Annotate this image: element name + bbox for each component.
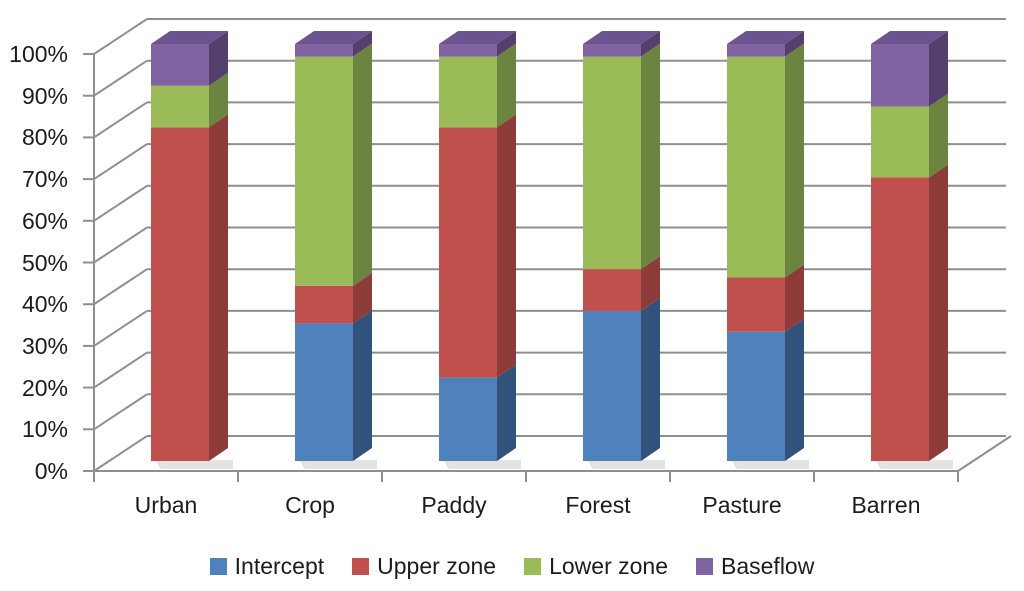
segment-top-baseflow [583, 31, 660, 44]
y-tick-label: 100% [9, 41, 68, 67]
segment-top-baseflow [439, 31, 516, 44]
bar-paddy [439, 31, 516, 461]
segment-side-upper-zone [929, 164, 948, 461]
segment-lower-zone [439, 56, 497, 128]
segment-intercept [439, 377, 497, 461]
segment-baseflow [583, 44, 641, 57]
y-tick-label: 0% [34, 458, 68, 484]
segment-side-baseflow [209, 31, 228, 86]
legend-label: Intercept [234, 553, 325, 579]
gridlines [83, 18, 1012, 482]
segment-upper-zone [727, 277, 785, 332]
y-tick-label: 60% [21, 207, 68, 234]
segment-side-lower-zone [353, 43, 372, 286]
legend: Intercept Upper zone Lower zone Baseflow [0, 553, 1024, 580]
legend-item-baseflow: Baseflow [696, 553, 814, 580]
y-tick-label: 20% [21, 374, 68, 401]
y-tick-label: 70% [21, 166, 68, 193]
segment-side-upper-zone [497, 114, 516, 378]
legend-label: Lower zone [549, 553, 668, 579]
legend-swatch-baseflow [696, 558, 713, 575]
legend-label: Baseflow [721, 553, 815, 579]
segment-side-upper-zone [353, 272, 372, 324]
segment-lower-zone [583, 56, 641, 270]
y-tick-label: 40% [21, 291, 68, 318]
segment-lower-zone [871, 106, 929, 178]
segment-baseflow [439, 44, 497, 57]
legend-swatch-lower-zone [524, 558, 542, 575]
segment-intercept [583, 310, 641, 461]
segment-top-baseflow [727, 31, 804, 44]
legend-item-upper-zone: Upper zone [352, 553, 496, 580]
bar-crop [295, 31, 372, 461]
y-tick-label: 10% [21, 416, 68, 443]
segment-side-baseflow [353, 31, 372, 57]
legend-swatch-intercept [209, 558, 227, 575]
y-tick-label: 30% [21, 332, 68, 359]
bar-shadows [155, 460, 953, 469]
segment-top-baseflow [151, 31, 228, 44]
segment-side-upper-zone [209, 114, 228, 462]
segment-baseflow [295, 44, 353, 57]
segment-upper-zone [439, 127, 497, 378]
category-label-barren: Barren [851, 492, 921, 518]
y-tick-label: 90% [21, 82, 68, 109]
segment-side-lower-zone [785, 43, 804, 278]
segment-upper-zone [295, 285, 353, 324]
category-label-urban: Urban [134, 492, 198, 518]
category-label-paddy: Paddy [421, 492, 487, 518]
segment-side-upper-zone [641, 256, 660, 311]
segment-side-upper-zone [785, 264, 804, 332]
category-label-forest: Forest [565, 492, 631, 518]
y-tick-label: 50% [21, 249, 68, 276]
bar-pasture [727, 31, 804, 461]
bar-barren [871, 31, 948, 461]
legend-label: Upper zone [377, 553, 497, 579]
segment-upper-zone [151, 127, 209, 462]
segment-lower-zone [151, 85, 209, 128]
segment-side-lower-zone [929, 93, 948, 178]
segment-side-lower-zone [209, 72, 228, 128]
bar-urban [151, 31, 228, 462]
bar-forest [583, 31, 660, 461]
segment-baseflow [727, 44, 785, 57]
segment-top-baseflow [295, 31, 372, 44]
segment-side-baseflow [497, 31, 516, 57]
segment-intercept [295, 323, 353, 461]
segment-top-baseflow [871, 31, 948, 44]
segment-side-baseflow [641, 31, 660, 57]
segment-side-intercept [785, 318, 804, 461]
category-label-crop: Crop [285, 492, 335, 518]
segment-baseflow [151, 44, 209, 86]
segment-upper-zone [583, 269, 641, 311]
segment-upper-zone [871, 177, 929, 461]
y-tick-label: 80% [21, 124, 68, 151]
segment-lower-zone [727, 56, 785, 278]
category-label-pasture: Pasture [702, 492, 782, 518]
legend-item-lower-zone: Lower zone [524, 553, 668, 580]
legend-item-intercept: Intercept [209, 553, 325, 580]
segment-side-lower-zone [641, 43, 660, 270]
segment-side-lower-zone [497, 43, 516, 128]
segment-lower-zone [295, 56, 353, 286]
bars [151, 31, 948, 462]
segment-side-intercept [641, 297, 660, 461]
segment-side-intercept [497, 364, 516, 461]
segment-side-baseflow [785, 31, 804, 57]
legend-swatch-upper-zone [352, 558, 370, 575]
segment-intercept [727, 331, 785, 461]
segment-baseflow [871, 44, 929, 107]
segment-side-intercept [353, 310, 372, 461]
segment-side-baseflow [929, 31, 948, 107]
